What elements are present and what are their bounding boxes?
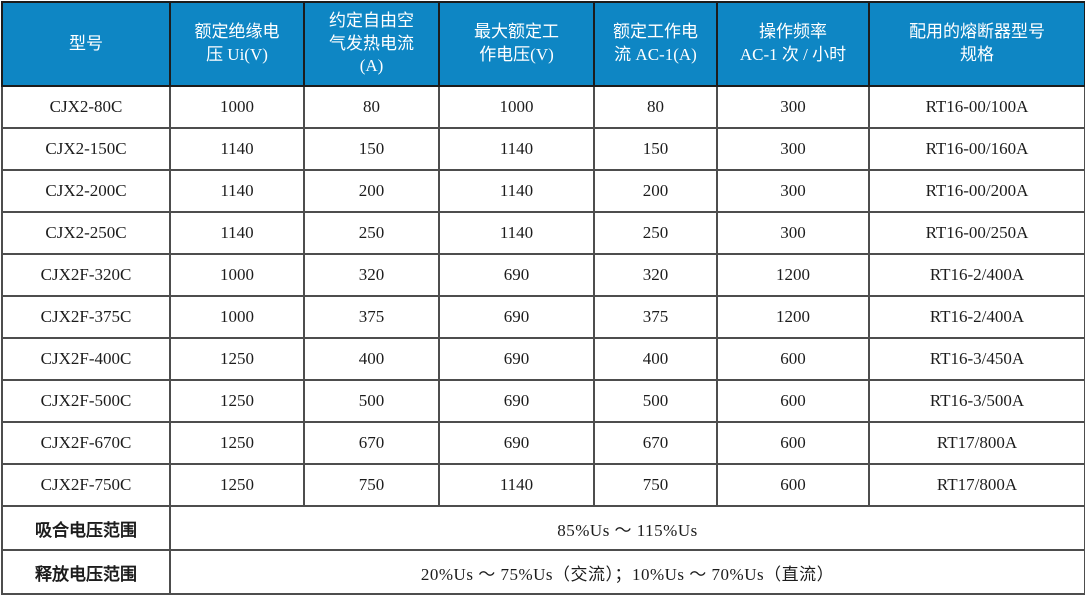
- cell-op-frequency: 300: [716, 85, 870, 129]
- cell-ac1-current: 750: [593, 463, 718, 507]
- cell-max-voltage: 1140: [438, 211, 595, 255]
- header-free-air-thermal-current: 约定自由空 气发热电流 (A): [303, 1, 440, 87]
- table-row: CJX2-250C 1140 250 1140 250 300 RT16-00/…: [1, 211, 1085, 255]
- cell-max-voltage: 690: [438, 337, 595, 381]
- pickup-voltage-row: 吸合电压范围 85%Us ～ 115%Us: [1, 505, 1085, 551]
- cell-max-voltage: 690: [438, 295, 595, 339]
- header-max-rated-working-voltage: 最大额定工 作电压(V): [438, 1, 595, 87]
- cell-fuse-spec: RT16-00/100A: [868, 85, 1085, 129]
- cell-max-voltage: 690: [438, 379, 595, 423]
- header-model: 型号: [1, 1, 171, 87]
- cell-op-frequency: 1200: [716, 253, 870, 297]
- cell-model: CJX2F-500C: [1, 379, 171, 423]
- cell-fuse-spec: RT17/800A: [868, 421, 1085, 465]
- cell-op-frequency: 300: [716, 211, 870, 255]
- cell-thermal-current: 200: [303, 169, 440, 213]
- cell-fuse-spec: RT17/800A: [868, 463, 1085, 507]
- cell-fuse-spec: RT16-00/200A: [868, 169, 1085, 213]
- cell-thermal-current: 500: [303, 379, 440, 423]
- cell-max-voltage: 690: [438, 421, 595, 465]
- cell-model: CJX2F-400C: [1, 337, 171, 381]
- table-row: CJX2F-500C 1250 500 690 500 600 RT16-3/5…: [1, 379, 1085, 423]
- pickup-voltage-label: 吸合电压范围: [1, 505, 171, 551]
- cell-ui-voltage: 1250: [169, 337, 305, 381]
- cell-op-frequency: 600: [716, 463, 870, 507]
- cell-max-voltage: 690: [438, 253, 595, 297]
- cell-ui-voltage: 1250: [169, 463, 305, 507]
- cell-ac1-current: 670: [593, 421, 718, 465]
- release-voltage-value: 20%Us ～ 75%Us（交流）；10%Us ～ 70%Us（直流）: [169, 549, 1085, 595]
- cell-ac1-current: 400: [593, 337, 718, 381]
- cell-thermal-current: 250: [303, 211, 440, 255]
- table-body: CJX2-80C 1000 80 1000 80 300 RT16-00/100…: [1, 85, 1085, 595]
- cell-thermal-current: 80: [303, 85, 440, 129]
- cell-op-frequency: 600: [716, 337, 870, 381]
- cell-model: CJX2-250C: [1, 211, 171, 255]
- cell-thermal-current: 150: [303, 127, 440, 171]
- cell-fuse-spec: RT16-3/450A: [868, 337, 1085, 381]
- cell-max-voltage: 1140: [438, 169, 595, 213]
- table-row: CJX2-150C 1140 150 1140 150 300 RT16-00/…: [1, 127, 1085, 171]
- table-row: CJX2-80C 1000 80 1000 80 300 RT16-00/100…: [1, 85, 1085, 129]
- cell-model: CJX2-200C: [1, 169, 171, 213]
- contactor-spec-table: 型号 额定绝缘电 压 Ui(V) 约定自由空 气发热电流 (A) 最大额定工 作…: [1, 1, 1085, 595]
- header-operating-frequency: 操作频率 AC-1 次 / 小时: [716, 1, 870, 87]
- cell-model: CJX2-80C: [1, 85, 171, 129]
- table-row: CJX2F-400C 1250 400 690 400 600 RT16-3/4…: [1, 337, 1085, 381]
- table-row: CJX2F-670C 1250 670 690 670 600 RT17/800…: [1, 421, 1085, 465]
- cell-ui-voltage: 1000: [169, 253, 305, 297]
- table-row: CJX2F-320C 1000 320 690 320 1200 RT16-2/…: [1, 253, 1085, 297]
- cell-ac1-current: 375: [593, 295, 718, 339]
- cell-op-frequency: 300: [716, 127, 870, 171]
- cell-thermal-current: 375: [303, 295, 440, 339]
- cell-model: CJX2F-670C: [1, 421, 171, 465]
- table-row: CJX2F-375C 1000 375 690 375 1200 RT16-2/…: [1, 295, 1085, 339]
- cell-op-frequency: 1200: [716, 295, 870, 339]
- cell-model: CJX2F-375C: [1, 295, 171, 339]
- header-rated-insulation-voltage: 额定绝缘电 压 Ui(V): [169, 1, 305, 87]
- cell-ac1-current: 200: [593, 169, 718, 213]
- cell-ui-voltage: 1140: [169, 169, 305, 213]
- cell-fuse-spec: RT16-3/500A: [868, 379, 1085, 423]
- cell-max-voltage: 1000: [438, 85, 595, 129]
- cell-thermal-current: 750: [303, 463, 440, 507]
- cell-ui-voltage: 1250: [169, 379, 305, 423]
- header-rated-working-current-ac1: 额定工作电 流 AC-1(A): [593, 1, 718, 87]
- pickup-voltage-value: 85%Us ～ 115%Us: [169, 505, 1085, 551]
- cell-ac1-current: 500: [593, 379, 718, 423]
- cell-ac1-current: 150: [593, 127, 718, 171]
- cell-model: CJX2F-320C: [1, 253, 171, 297]
- table-row: CJX2-200C 1140 200 1140 200 300 RT16-00/…: [1, 169, 1085, 213]
- cell-fuse-spec: RT16-2/400A: [868, 295, 1085, 339]
- cell-ac1-current: 250: [593, 211, 718, 255]
- header-fuse-spec: 配用的熔断器型号 规格: [868, 1, 1085, 87]
- cell-model: CJX2-150C: [1, 127, 171, 171]
- cell-fuse-spec: RT16-00/160A: [868, 127, 1085, 171]
- cell-ac1-current: 80: [593, 85, 718, 129]
- cell-ui-voltage: 1140: [169, 211, 305, 255]
- cell-thermal-current: 670: [303, 421, 440, 465]
- table-row: CJX2F-750C 1250 750 1140 750 600 RT17/80…: [1, 463, 1085, 507]
- cell-ui-voltage: 1000: [169, 85, 305, 129]
- cell-op-frequency: 600: [716, 379, 870, 423]
- cell-model: CJX2F-750C: [1, 463, 171, 507]
- cell-ui-voltage: 1140: [169, 127, 305, 171]
- header-row: 型号 额定绝缘电 压 Ui(V) 约定自由空 气发热电流 (A) 最大额定工 作…: [1, 1, 1085, 87]
- cell-max-voltage: 1140: [438, 463, 595, 507]
- table-header: 型号 额定绝缘电 压 Ui(V) 约定自由空 气发热电流 (A) 最大额定工 作…: [1, 1, 1085, 87]
- cell-fuse-spec: RT16-2/400A: [868, 253, 1085, 297]
- cell-ac1-current: 320: [593, 253, 718, 297]
- cell-op-frequency: 600: [716, 421, 870, 465]
- cell-thermal-current: 400: [303, 337, 440, 381]
- cell-fuse-spec: RT16-00/250A: [868, 211, 1085, 255]
- release-voltage-row: 释放电压范围 20%Us ～ 75%Us（交流）；10%Us ～ 70%Us（直…: [1, 549, 1085, 595]
- cell-max-voltage: 1140: [438, 127, 595, 171]
- release-voltage-label: 释放电压范围: [1, 549, 171, 595]
- cell-thermal-current: 320: [303, 253, 440, 297]
- cell-ui-voltage: 1000: [169, 295, 305, 339]
- cell-op-frequency: 300: [716, 169, 870, 213]
- cell-ui-voltage: 1250: [169, 421, 305, 465]
